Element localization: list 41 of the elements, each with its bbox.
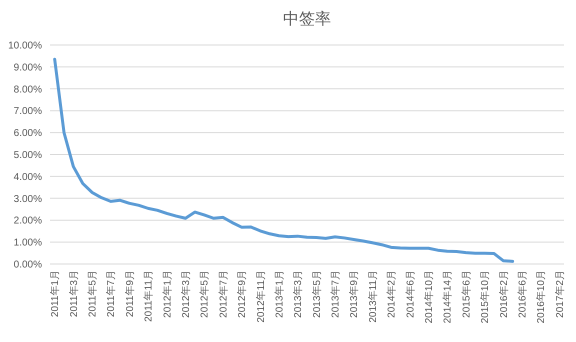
x-tick-label: 2014年10月	[422, 270, 435, 324]
x-tick-label: 2013年3月	[292, 270, 304, 318]
x-tick-label: 2012年7月	[217, 270, 230, 318]
x-tick-label: 2012年5月	[198, 270, 211, 318]
x-tick-label: 2012年11月	[254, 270, 267, 323]
x-tick-label: 2011年3月	[68, 270, 80, 318]
x-tick-label: 2012年9月	[236, 270, 248, 318]
x-tick-label: 2013年1月	[273, 270, 286, 318]
x-tick-label: 2011年1月	[49, 270, 62, 318]
y-tick-label: 4.00%	[14, 172, 42, 183]
y-tick-label: 1.00%	[14, 238, 42, 249]
x-tick-label: 2014年14月	[442, 270, 454, 324]
x-tick-label: 2014年2月	[386, 270, 398, 318]
x-tick-label: 2015年6月	[460, 270, 472, 318]
x-tick-label: 2011年9月	[124, 270, 136, 318]
x-tick-label: 2015年10月	[479, 270, 492, 324]
x-tick-label: 2013年11月	[366, 270, 379, 323]
x-tick-label: 2013年9月	[348, 270, 360, 318]
y-tick-label: 0.00%	[14, 260, 42, 270]
x-tick-label: 2012年3月	[180, 270, 192, 318]
x-tick-label: 2013年7月	[330, 270, 342, 318]
y-tick-label: 5.00%	[14, 150, 42, 161]
y-tick-label: 2.00%	[14, 216, 42, 227]
x-tick-label: 2016年2月	[498, 270, 510, 318]
x-tick-label: 2017年2月	[554, 270, 566, 318]
chart-title: 中签率	[283, 10, 331, 28]
x-tick-label: 2014年6月	[404, 270, 416, 318]
y-tick-label: 7.00%	[14, 106, 42, 118]
y-tick-label: 8.00%	[14, 84, 42, 96]
x-tick-label: 2016年6月	[516, 270, 528, 318]
x-tick-label: 2013年5月	[310, 270, 323, 318]
x-tick-label: 2012年1月	[161, 270, 174, 318]
y-tick-label: 10.00%	[8, 40, 42, 52]
x-tick-label: 2011年11月	[142, 270, 155, 322]
x-tick-label: 2011年5月	[86, 270, 99, 318]
line-series	[53, 58, 514, 263]
y-tick-label: 9.00%	[14, 62, 42, 74]
y-tick-label: 3.00%	[14, 194, 42, 205]
y-tick-label: 6.00%	[14, 128, 42, 140]
x-tick-label: 2011年7月	[105, 270, 118, 318]
x-tick-label: 2016年10月	[535, 270, 548, 324]
